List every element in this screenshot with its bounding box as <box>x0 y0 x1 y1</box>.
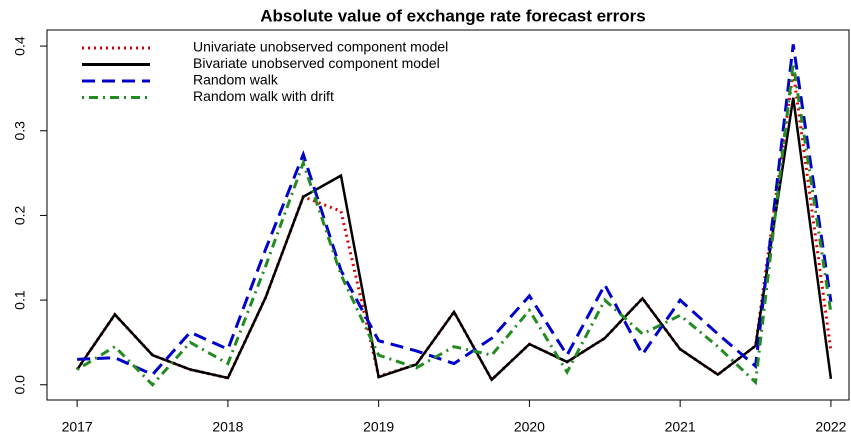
x-tick-label: 2018 <box>212 419 243 435</box>
series-line <box>77 44 833 377</box>
y-tick-label: 0.3 <box>12 121 28 141</box>
legend-label: Bivariate unobserved component model <box>193 55 440 71</box>
series-line <box>75 71 833 383</box>
legend-label: Random walk with drift <box>193 88 334 104</box>
y-tick-label: 0.0 <box>12 375 28 395</box>
series-line <box>76 62 833 387</box>
legend-label: Random walk <box>193 72 279 88</box>
x-tick-label: 2020 <box>514 419 545 435</box>
chart-title: Absolute value of exchange rate forecast… <box>260 6 645 25</box>
y-tick-label: 0.1 <box>12 290 28 310</box>
x-tick-label: 2019 <box>363 419 394 435</box>
x-tick-label: 2021 <box>665 419 696 435</box>
x-tick-label: 2017 <box>62 419 93 435</box>
series-line <box>76 97 833 382</box>
x-tick-label: 2022 <box>815 419 846 435</box>
y-tick-label: 0.4 <box>12 36 28 56</box>
y-tick-label: 0.2 <box>12 205 28 225</box>
legend-label: Univariate unobserved component model <box>193 39 448 55</box>
